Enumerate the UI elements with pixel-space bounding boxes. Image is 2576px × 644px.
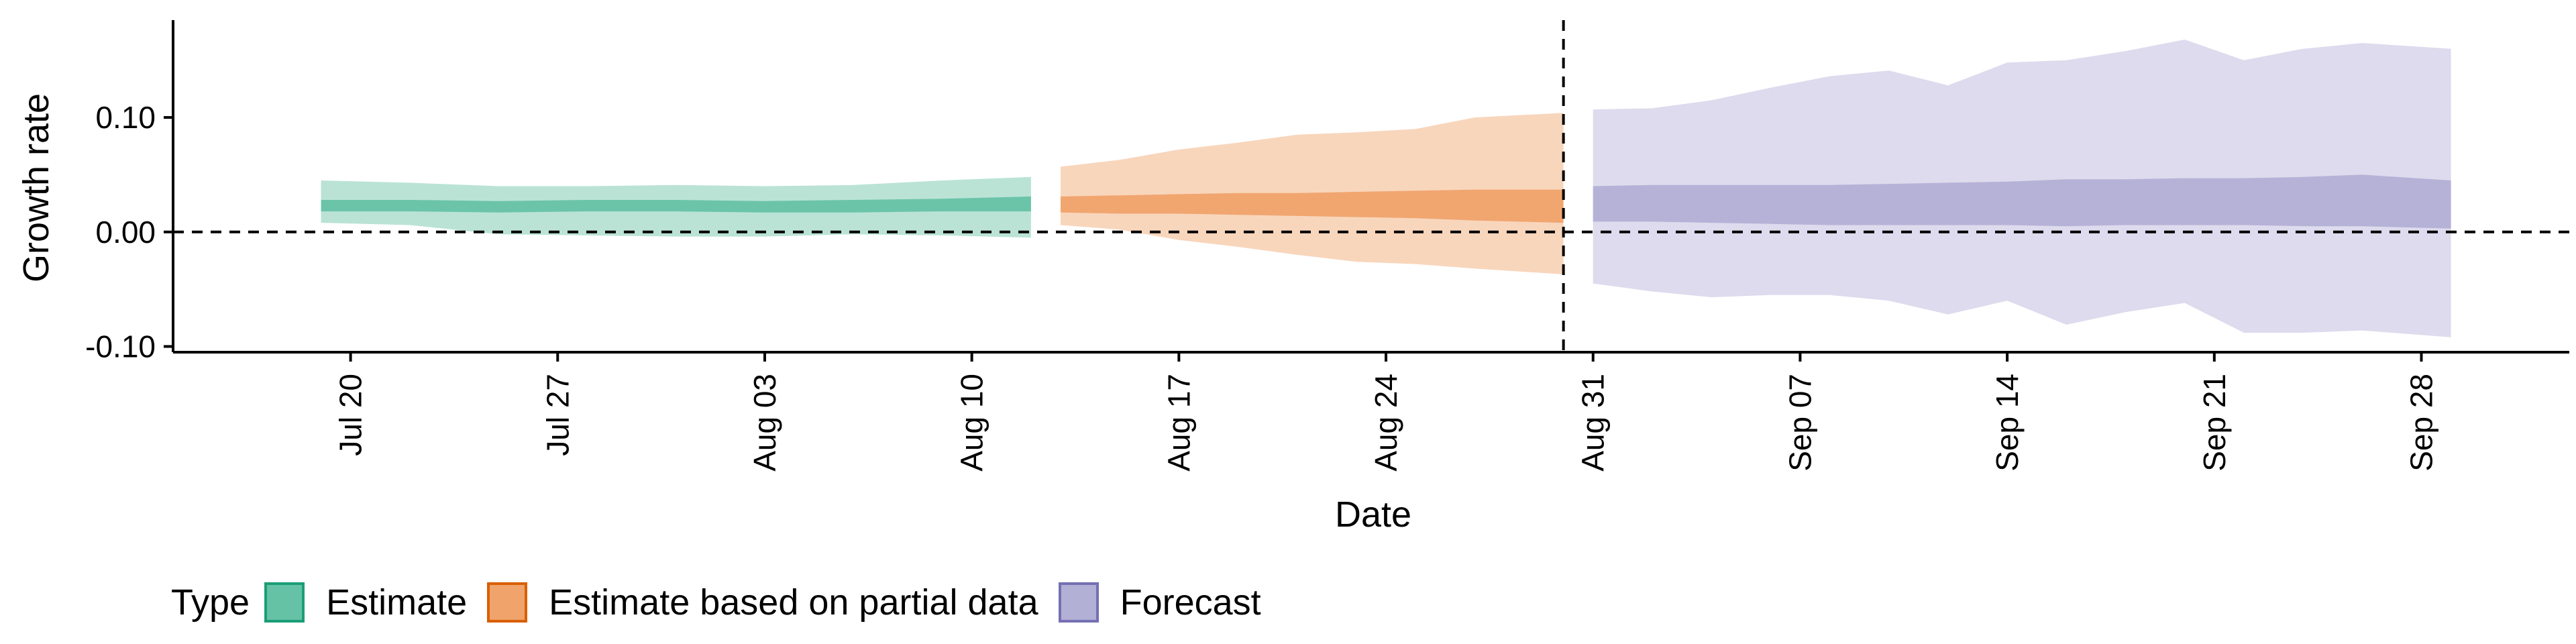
legend-label-partial: Estimate based on partial data [549, 582, 1038, 623]
legend-item-partial: Estimate based on partial data [487, 582, 1038, 623]
series-estimate [321, 176, 1031, 238]
x-tick-label: Sep 14 [1990, 374, 2025, 472]
y-tick-label: -0.10 [85, 329, 156, 364]
y-tick-label: 0.00 [95, 215, 156, 250]
legend-swatch-partial [487, 582, 528, 623]
axes: -0.10 0.00 0.10 Jul 20 Jul 27 Aug 03 Aug 10 Aug… [85, 20, 2569, 472]
legend-swatch-estimate [264, 582, 305, 623]
x-tick-label: Sep 21 [2197, 374, 2232, 472]
band-inner-estimate [321, 196, 1031, 213]
x-tick-label: Aug 31 [1576, 374, 1611, 472]
band-inner-forecast [1593, 174, 2451, 229]
x-tick-label: Sep 28 [2404, 374, 2439, 472]
legend-swatch-forecast [1058, 582, 1099, 623]
x-tick-label: Jul 20 [333, 374, 368, 456]
series-partial [1061, 113, 1564, 274]
reference-lines [173, 20, 2569, 352]
legend-item-estimate: Estimate [264, 582, 467, 623]
x-tick-label: Sep 07 [1782, 374, 1817, 472]
x-tick-label: Jul 27 [540, 374, 575, 456]
legend-label-forecast: Forecast [1120, 582, 1261, 623]
series-forecast [1593, 40, 2451, 337]
x-tick-label: Aug 17 [1161, 374, 1196, 472]
x-tick-label: Aug 03 [747, 374, 782, 472]
legend-title: Type [171, 582, 250, 623]
series-bands [321, 40, 2451, 337]
legend-label-estimate: Estimate [326, 582, 468, 623]
y-axis-title: Growth rate [16, 93, 56, 282]
band-inner-partial [1061, 189, 1564, 223]
x-axis-title: Date [1335, 494, 1411, 535]
y-tick-label: 0.10 [95, 100, 156, 135]
legend-item-forecast: Forecast [1058, 582, 1261, 623]
x-tick-label: Aug 10 [955, 374, 989, 472]
x-tick-label: Aug 24 [1368, 374, 1403, 472]
legend: Type Estimate Estimate based on partial … [171, 576, 1281, 629]
